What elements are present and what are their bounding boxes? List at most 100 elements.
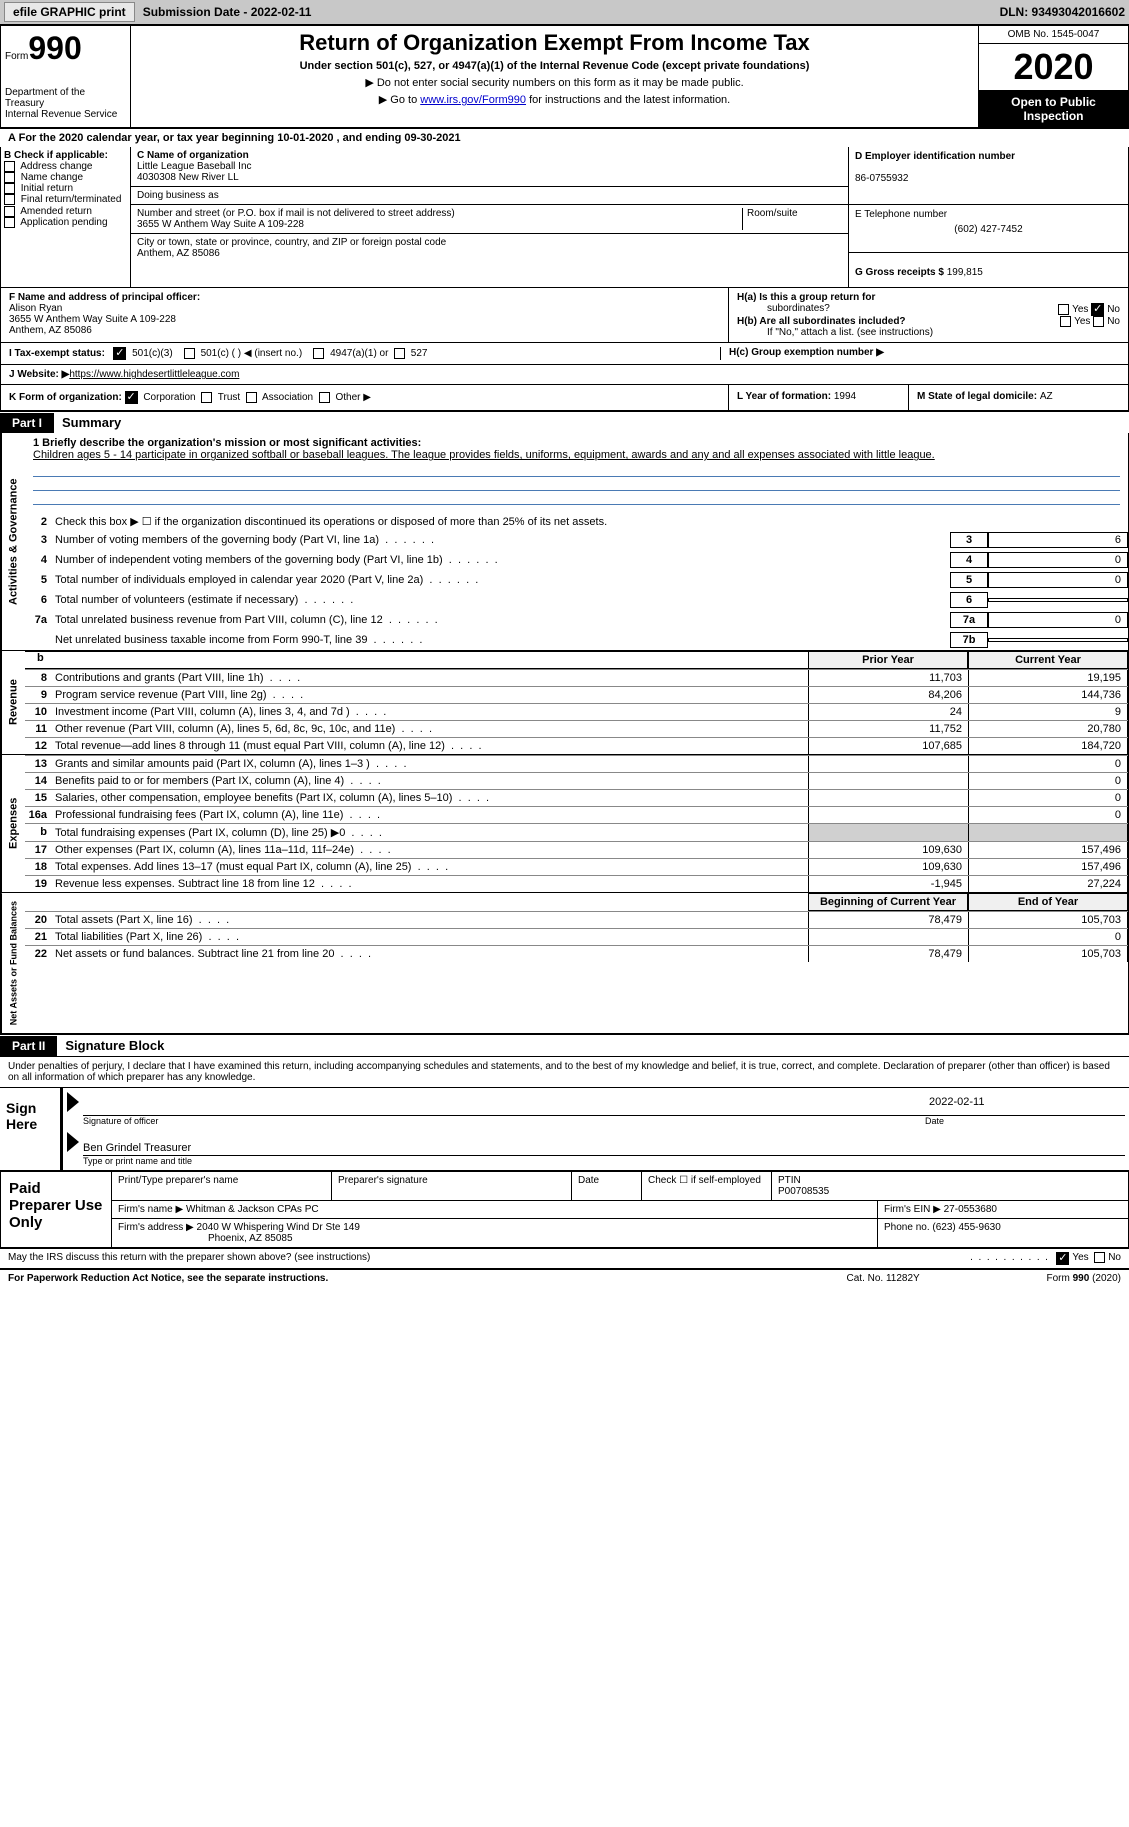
hb-note: If "No," attach a list. (see instruction… [767, 327, 1120, 338]
checkbox-discuss-yes[interactable]: ✓ [1056, 1252, 1069, 1265]
date-label: Date [925, 1116, 1125, 1126]
checkbox-4947[interactable] [313, 348, 324, 359]
checkbox-initial-return[interactable] [4, 183, 15, 194]
department-label: Department of the TreasuryInternal Reven… [5, 87, 126, 120]
org-name-2: 4030308 New River LL [137, 172, 239, 183]
data-row: 13Grants and similar amounts paid (Part … [25, 755, 1128, 772]
summary-line: 5Total number of individuals employed in… [25, 570, 1128, 590]
firm-ein-label: Firm's EIN ▶ [884, 1204, 944, 1215]
summary-line: Net unrelated business taxable income fr… [25, 630, 1128, 650]
instruction-line-2: ▶ Go to www.irs.gov/Form990 for instruct… [139, 93, 970, 106]
data-row: 14Benefits paid to or for members (Part … [25, 772, 1128, 789]
ein-value: 86-0755932 [855, 173, 908, 184]
data-row: 16aProfessional fundraising fees (Part I… [25, 806, 1128, 823]
checkbox-ha-yes[interactable] [1058, 304, 1069, 315]
form-number: 990 [28, 30, 81, 66]
checkbox-other[interactable] [319, 392, 330, 403]
hb-label: H(b) Are all subordinates included? [737, 316, 906, 327]
net-assets-label: Net Assets or Fund Balances [1, 893, 25, 1033]
data-row: 12Total revenue—add lines 8 through 11 (… [25, 737, 1128, 754]
begin-year-header: Beginning of Current Year [808, 893, 968, 911]
i-label: I Tax-exempt status: [9, 348, 105, 359]
checkbox-501c3[interactable]: ✓ [113, 347, 126, 360]
prior-year-header: Prior Year [808, 651, 968, 669]
data-row: bTotal fundraising expenses (Part IX, co… [25, 823, 1128, 841]
preparer-name-label: Print/Type preparer's name [112, 1172, 332, 1200]
data-row: 10Investment income (Part VIII, column (… [25, 703, 1128, 720]
sig-officer-label: Signature of officer [83, 1116, 925, 1126]
checkbox-501c[interactable] [184, 348, 195, 359]
k-label: K Form of organization: [9, 392, 125, 403]
data-row: 18Total expenses. Add lines 13–17 (must … [25, 858, 1128, 875]
city-label: City or town, state or province, country… [137, 237, 446, 248]
checkbox-hb-no[interactable] [1093, 316, 1104, 327]
checkbox-association[interactable] [246, 392, 257, 403]
gross-receipts-label: G Gross receipts $ [855, 267, 947, 278]
ptin-value: P00708535 [778, 1186, 829, 1197]
checkbox-ha-no[interactable]: ✓ [1091, 303, 1104, 316]
firm-phone-label: Phone no. [884, 1222, 932, 1233]
sign-here-label: Sign Here [0, 1088, 60, 1170]
officer-addr2: Anthem, AZ 85086 [9, 325, 92, 336]
phone-label: E Telephone number [855, 209, 947, 220]
preparer-date-label: Date [572, 1172, 642, 1200]
paid-preparer-label: Paid Preparer Use Only [1, 1172, 111, 1247]
data-row: 21Total liabilities (Part X, line 26) . … [25, 928, 1128, 945]
checkbox-application-pending[interactable] [4, 217, 15, 228]
revenue-label: Revenue [1, 651, 25, 754]
checkbox-527[interactable] [394, 348, 405, 359]
irs-link[interactable]: www.irs.gov/Form990 [420, 94, 526, 106]
checkbox-final-return[interactable] [4, 194, 15, 205]
street-label: Number and street (or P.O. box if mail i… [137, 208, 455, 219]
officer-name-title: Ben Grindel Treasurer [83, 1132, 191, 1155]
catalog-number: Cat. No. 11282Y [847, 1273, 1047, 1284]
end-year-header: End of Year [968, 893, 1128, 911]
section-b: B Check if applicable: Address change Na… [1, 147, 131, 287]
activities-governance-label: Activities & Governance [1, 433, 25, 650]
current-year-header: Current Year [968, 651, 1128, 669]
section-f-label: F Name and address of principal officer: [9, 292, 200, 303]
checkbox-corporation[interactable]: ✓ [125, 391, 138, 404]
arrow-icon [67, 1092, 79, 1112]
dln-number: DLN: 93493042016602 [1000, 5, 1125, 19]
data-row: 22Net assets or fund balances. Subtract … [25, 945, 1128, 962]
firm-name-label: Firm's name ▶ [118, 1204, 186, 1215]
omb-number: OMB No. 1545-0047 [979, 26, 1128, 44]
checkbox-hb-yes[interactable] [1060, 316, 1071, 327]
instruction-line-1: ▶ Do not enter social security numbers o… [139, 76, 970, 89]
checkbox-trust[interactable] [201, 392, 212, 403]
hc-label: H(c) Group exemption number ▶ [729, 347, 884, 358]
checkbox-amended[interactable] [4, 206, 15, 217]
checkbox-name-change[interactable] [4, 172, 15, 183]
discuss-text: May the IRS discuss this return with the… [8, 1252, 970, 1265]
website-url[interactable]: https://www.highdesertlittleleague.com [69, 369, 239, 380]
name-title-label: Type or print name and title [83, 1156, 1125, 1166]
firm-addr-label: Firm's address ▶ [118, 1222, 197, 1233]
summary-line: 7aTotal unrelated business revenue from … [25, 610, 1128, 630]
officer-addr1: 3655 W Anthem Way Suite A 109-228 [9, 314, 176, 325]
org-name-1: Little League Baseball Inc [137, 161, 252, 172]
top-bar: efile GRAPHIC print Submission Date - 20… [0, 0, 1129, 24]
data-row: 8Contributions and grants (Part VIII, li… [25, 669, 1128, 686]
data-row: 20Total assets (Part X, line 16) . . . .… [25, 911, 1128, 928]
form-subtitle: Under section 501(c), 527, or 4947(a)(1)… [139, 60, 970, 72]
checkbox-address-change[interactable] [4, 161, 15, 172]
mission-text: Children ages 5 - 14 participate in orga… [33, 449, 935, 461]
tax-year: 2020 [979, 44, 1128, 91]
expenses-label: Expenses [1, 755, 25, 892]
data-row: 15Salaries, other compensation, employee… [25, 789, 1128, 806]
firm-phone: (623) 455-9630 [932, 1222, 1000, 1233]
phone-value: (602) 427-7452 [855, 224, 1122, 235]
signature-date: 2022-02-11 [925, 1092, 1125, 1115]
part2-title: Signature Block [57, 1035, 172, 1056]
part1-title: Summary [54, 412, 129, 433]
checkbox-discuss-no[interactable] [1094, 1252, 1105, 1263]
gross-receipts-value: 199,815 [947, 267, 983, 278]
firm-addr1: 2040 W Whispering Wind Dr Ste 149 [197, 1222, 360, 1233]
data-row: 9Program service revenue (Part VIII, lin… [25, 686, 1128, 703]
preparer-sig-label: Preparer's signature [332, 1172, 572, 1200]
street-address: 3655 W Anthem Way Suite A 109-228 [137, 219, 304, 230]
q2-text: Check this box ▶ ☐ if the organization d… [55, 515, 1128, 528]
efile-print-button[interactable]: efile GRAPHIC print [4, 2, 135, 22]
section-c-label: C Name of organization [137, 150, 249, 161]
